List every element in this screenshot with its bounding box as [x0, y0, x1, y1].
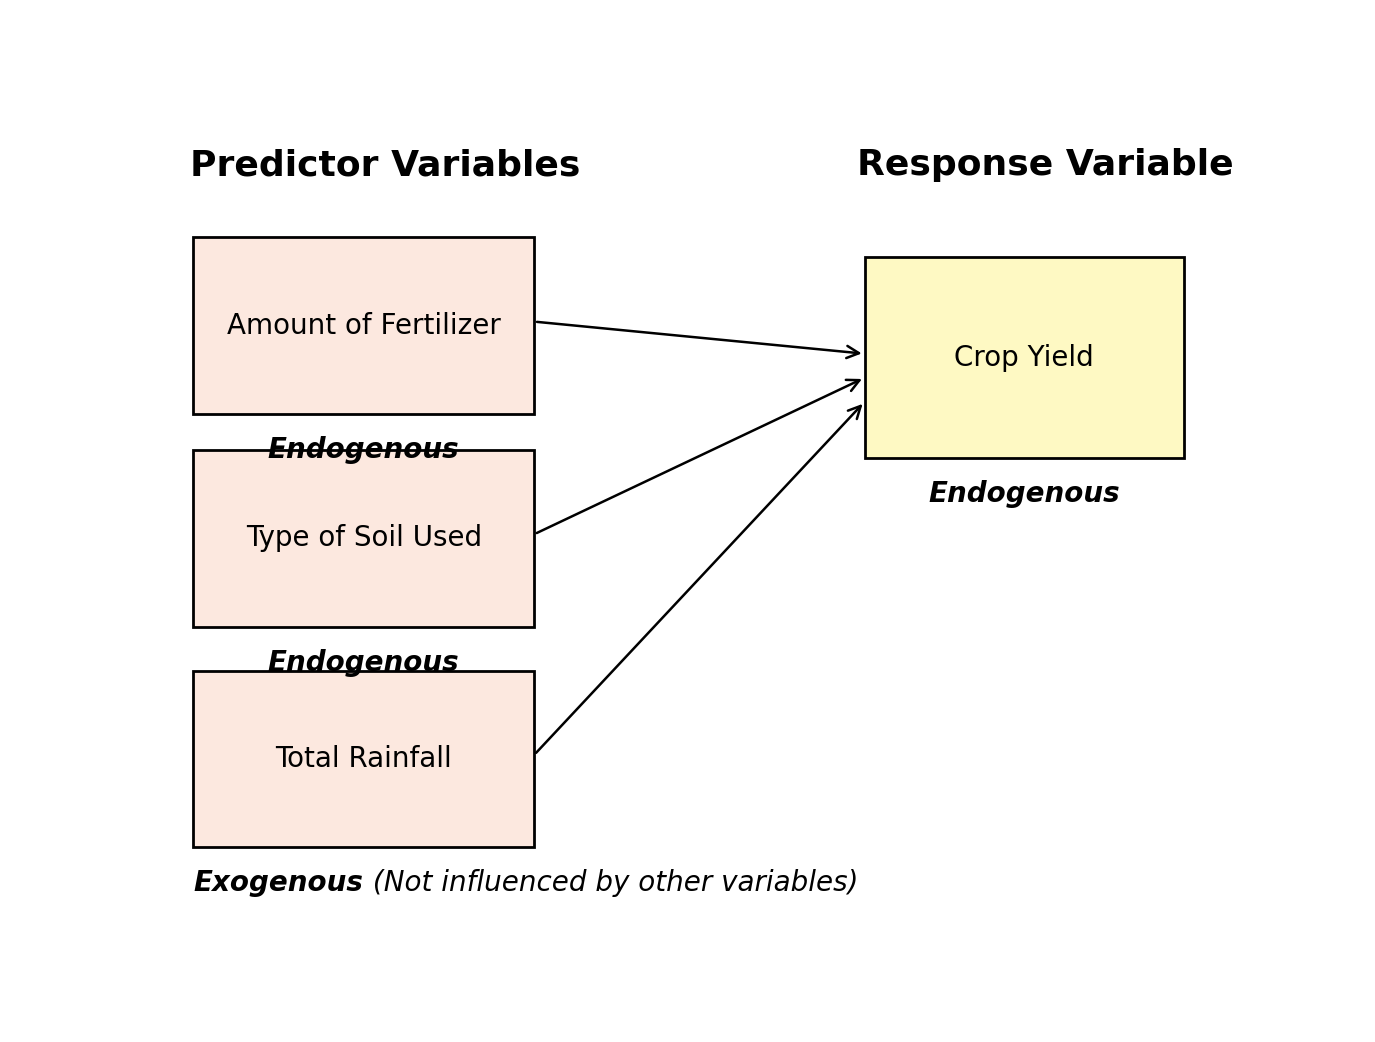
Bar — [193, 671, 534, 847]
Text: Amount of Fertilizer: Amount of Fertilizer — [227, 312, 500, 340]
Text: Total Rainfall: Total Rainfall — [275, 745, 452, 773]
Text: Predictor Variables: Predictor Variables — [190, 148, 580, 182]
Text: Endogenous: Endogenous — [268, 648, 459, 676]
Text: Crop Yield: Crop Yield — [954, 344, 1094, 372]
Text: (Not influenced by other variables): (Not influenced by other variables) — [363, 869, 858, 897]
Bar — [193, 238, 534, 414]
Text: Endogenous: Endogenous — [268, 436, 459, 464]
Bar — [193, 450, 534, 626]
Bar — [865, 257, 1184, 458]
Text: Response Variable: Response Variable — [858, 148, 1233, 182]
Text: Exogenous: Exogenous — [194, 869, 363, 897]
Text: Type of Soil Used: Type of Soil Used — [246, 524, 481, 552]
Text: Endogenous: Endogenous — [928, 480, 1121, 508]
